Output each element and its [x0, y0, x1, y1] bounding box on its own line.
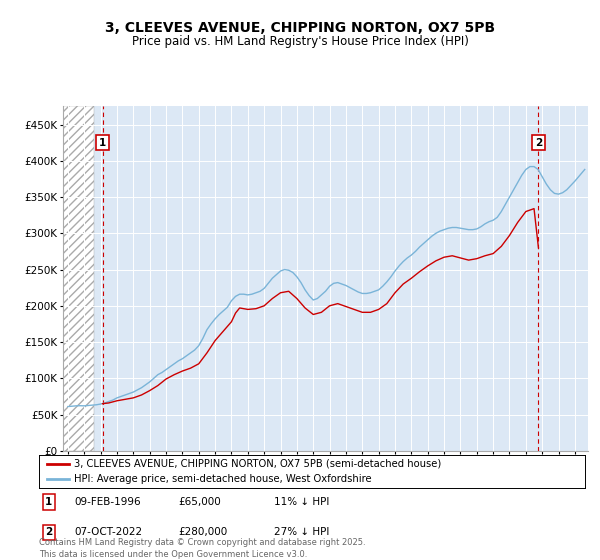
Text: 07-OCT-2022: 07-OCT-2022: [74, 528, 143, 538]
Text: 3, CLEEVES AVENUE, CHIPPING NORTON, OX7 5PB (semi-detached house): 3, CLEEVES AVENUE, CHIPPING NORTON, OX7 …: [74, 459, 442, 469]
Text: 1: 1: [99, 138, 106, 148]
Text: 1: 1: [45, 497, 52, 507]
Text: Contains HM Land Registry data © Crown copyright and database right 2025.
This d: Contains HM Land Registry data © Crown c…: [39, 538, 365, 559]
Text: 27% ↓ HPI: 27% ↓ HPI: [274, 528, 329, 538]
Text: £280,000: £280,000: [178, 528, 227, 538]
Text: Price paid vs. HM Land Registry's House Price Index (HPI): Price paid vs. HM Land Registry's House …: [131, 35, 469, 48]
Text: 09-FEB-1996: 09-FEB-1996: [74, 497, 141, 507]
Text: HPI: Average price, semi-detached house, West Oxfordshire: HPI: Average price, semi-detached house,…: [74, 474, 372, 484]
Text: 2: 2: [535, 138, 542, 148]
Text: £65,000: £65,000: [178, 497, 221, 507]
Text: 3, CLEEVES AVENUE, CHIPPING NORTON, OX7 5PB: 3, CLEEVES AVENUE, CHIPPING NORTON, OX7 …: [105, 21, 495, 35]
Text: 2: 2: [45, 528, 52, 538]
Bar: [63, 106, 94, 451]
Text: 11% ↓ HPI: 11% ↓ HPI: [274, 497, 329, 507]
